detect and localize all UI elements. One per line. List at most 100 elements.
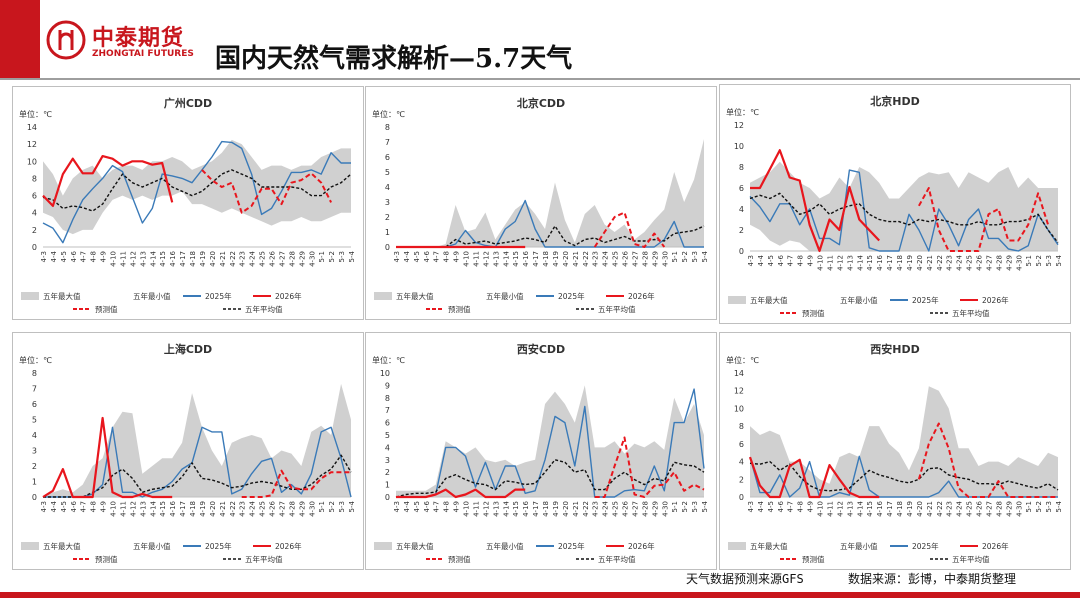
x-tick-label: 4-6 — [70, 250, 78, 262]
y-tick-label: 4 — [32, 431, 37, 440]
y-tick-label: 0 — [385, 493, 390, 502]
x-tick-label: 4-30 — [661, 251, 669, 267]
legend-swatch — [21, 292, 39, 300]
x-tick-label: 4-25 — [612, 501, 620, 517]
x-tick-label: 4-24 — [956, 254, 964, 270]
legend-item-y2026: 2026年 — [606, 541, 655, 551]
legend-label: 五年平均值 — [245, 304, 283, 314]
x-tick-label: 4-11 — [119, 251, 127, 267]
x-tick-label: 4-30 — [308, 501, 316, 517]
x-tick-label: 5-1 — [318, 501, 326, 512]
x-tick-label: 4-29 — [651, 501, 659, 517]
x-tick-label: 4-27 — [985, 255, 993, 271]
x-tick-label: 4-3 — [393, 501, 401, 512]
x-tick-label: 4-30 — [1015, 501, 1023, 517]
y-tick-label: 4 — [739, 205, 744, 214]
x-tick-label: 5-3 — [691, 251, 699, 262]
x-tick-label: 4-20 — [209, 501, 217, 517]
y-tick-label: 10 — [734, 142, 744, 151]
legend-label: 五年最大值 — [750, 295, 788, 305]
legend-item-y2026: 2026年 — [253, 291, 302, 301]
y-tick-label: 6 — [32, 400, 37, 409]
chart-title: 西安HDD — [870, 342, 919, 356]
x-tick-label: 4-26 — [269, 500, 277, 516]
five-year-range-band — [396, 139, 704, 247]
x-tick-label: 5-3 — [1045, 255, 1053, 266]
legend-label: 2026年 — [275, 291, 302, 301]
x-tick-label: 4-13 — [492, 251, 500, 267]
x-tick-label: 4-25 — [259, 251, 267, 267]
legend-swatch — [111, 292, 129, 300]
unit-label: 单位：℃ — [372, 109, 405, 119]
y-tick-label: 10 — [27, 157, 37, 166]
legend-item-avg: 五年平均值 — [930, 554, 990, 564]
x-tick-label: 4-8 — [90, 501, 98, 512]
x-tick-label: 4-16 — [876, 500, 884, 516]
x-tick-label: 5-2 — [328, 501, 336, 512]
x-tick-label: 4-20 — [562, 501, 570, 517]
x-tick-label: 5-2 — [1035, 501, 1043, 512]
y-tick-label: 8 — [32, 369, 37, 378]
x-tick-label: 4-11 — [472, 251, 480, 267]
x-tick-label: 4-7 — [433, 251, 441, 262]
x-tick-label: 5-1 — [318, 251, 326, 262]
legend-label: 预测值 — [95, 304, 118, 314]
series-forecast-line — [917, 422, 1058, 498]
y-tick-label: 6 — [385, 153, 390, 162]
chart-title: 北京HDD — [870, 94, 919, 108]
legend-item-max: 五年最大值 — [21, 541, 81, 551]
x-tick-label: 4-21 — [219, 251, 227, 267]
x-tick-label: 4-18 — [542, 501, 550, 517]
legend-swatch — [111, 542, 129, 550]
unit-label: 单位：℃ — [726, 107, 759, 117]
x-tick-label: 4-7 — [80, 501, 88, 512]
x-tick-label: 4-19 — [906, 255, 914, 271]
legend-swatch — [464, 292, 482, 300]
x-tick-label: 4-28 — [641, 501, 649, 517]
legend-label: 2026年 — [628, 291, 655, 301]
x-tick-label: 4-8 — [90, 251, 98, 262]
x-tick-label: 4-12 — [836, 255, 844, 271]
y-tick-label: 6 — [739, 440, 744, 449]
x-tick-label: 4-17 — [886, 501, 894, 517]
series-forecast-line — [241, 469, 351, 498]
x-tick-label: 4-18 — [542, 251, 550, 267]
x-tick-label: 4-28 — [995, 255, 1003, 271]
x-tick-label: 5-3 — [338, 251, 346, 262]
x-tick-label: 4-18 — [189, 251, 197, 267]
legend-label: 五年最小值 — [133, 291, 171, 301]
x-tick-label: 4-17 — [179, 251, 187, 267]
legend-item-avg: 五年平均值 — [223, 554, 283, 564]
y-tick-label: 0 — [32, 493, 37, 502]
x-tick-label: 4-10 — [463, 251, 471, 267]
legend-label: 2025年 — [912, 295, 939, 305]
x-tick-label: 4-14 — [149, 500, 157, 516]
x-tick-label: 4-11 — [472, 501, 480, 517]
series-five-year-avg-line — [749, 460, 1059, 492]
y-tick-label: 2 — [739, 475, 744, 484]
x-tick-label: 4-7 — [80, 251, 88, 262]
chart-panel-shanghai-cdd: 上海CDD 单位：℃ 0 1 2 3 4 5 6 7 8 4-3 4-4 4-5 4-6 4-7 4-8 4-9 4… — [12, 332, 364, 570]
series-2026-line — [396, 488, 526, 499]
y-tick-label: 4 — [385, 183, 390, 192]
series-2026-line — [748, 456, 880, 499]
y-tick-label: 6 — [32, 192, 37, 201]
series-2026-line — [750, 149, 880, 253]
y-tick-label: 7 — [385, 406, 390, 415]
x-tick-label: 4-27 — [631, 251, 639, 267]
x-tick-label: 5-4 — [1055, 254, 1063, 266]
x-tick-label: 4-23 — [592, 251, 600, 267]
legend-item-y2025: 2025年 — [536, 541, 585, 551]
x-tick-label: 4-19 — [906, 501, 914, 517]
legend-label: 五年平均值 — [952, 554, 990, 564]
x-tick-label: 4-6 — [70, 500, 78, 512]
footer-data-source: 数据来源：彭博，中泰期货整理 — [848, 572, 1017, 586]
five-year-range-band — [750, 386, 1058, 497]
legend-item-avg: 五年平均值 — [576, 304, 636, 314]
x-tick-label: 4-5 — [767, 501, 775, 512]
x-tick-label: 4-29 — [1005, 501, 1013, 517]
x-tick-label: 4-23 — [239, 251, 247, 267]
x-tick-label: 4-30 — [308, 251, 316, 267]
